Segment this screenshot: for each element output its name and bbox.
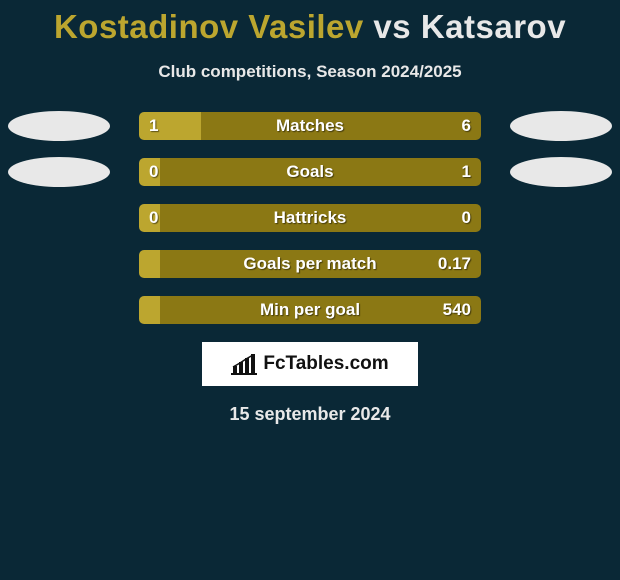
player2-avatar-oval [510, 157, 612, 187]
stat-bar: 1 Matches 6 [139, 112, 481, 140]
stat-label: Hattricks [274, 208, 347, 228]
player1-avatar-oval [8, 111, 110, 141]
player2-name: Katsarov [421, 8, 566, 45]
player2-value: 0 [462, 208, 471, 228]
stat-bar: Goals per match 0.17 [139, 250, 481, 278]
player2-value: 1 [462, 162, 471, 182]
stat-bar: 0 Goals 1 [139, 158, 481, 186]
stat-bar: 0 Hattricks 0 [139, 204, 481, 232]
stat-row: 0 Hattricks 0 [0, 204, 620, 232]
player1-avatar-oval [8, 157, 110, 187]
logo-text: FcTables.com [263, 353, 388, 375]
logo-box: FcTables.com [202, 342, 418, 386]
player2-value: 540 [443, 300, 471, 320]
player2-value: 0.17 [438, 254, 471, 274]
stat-row: Goals per match 0.17 [0, 250, 620, 278]
stat-label: Goals [286, 162, 333, 182]
date-text: 15 september 2024 [0, 404, 620, 425]
stat-row: 1 Matches 6 [0, 112, 620, 140]
page-title: Kostadinov Vasilev vs Katsarov [0, 0, 620, 46]
subtitle: Club competitions, Season 2024/2025 [0, 62, 620, 82]
stat-bar: Min per goal 540 [139, 296, 481, 324]
comparison-chart: 1 Matches 6 0 Goals 1 0 Hattricks 0 Goals per mat… [0, 112, 620, 324]
player1-name: Kostadinov Vasilev [54, 8, 364, 45]
stat-label: Min per goal [260, 300, 360, 320]
player1-value: 1 [149, 116, 158, 136]
stat-label: Matches [276, 116, 344, 136]
player1-value: 0 [149, 208, 158, 228]
stat-label: Goals per match [243, 254, 376, 274]
player2-avatar-oval [510, 111, 612, 141]
player1-bar-segment [139, 250, 160, 278]
chart-icon [231, 353, 257, 375]
player2-value: 6 [462, 116, 471, 136]
player1-value: 0 [149, 162, 158, 182]
stat-row: Min per goal 540 [0, 296, 620, 324]
vs-text: vs [373, 8, 411, 45]
player1-bar-segment [139, 296, 160, 324]
stat-row: 0 Goals 1 [0, 158, 620, 186]
